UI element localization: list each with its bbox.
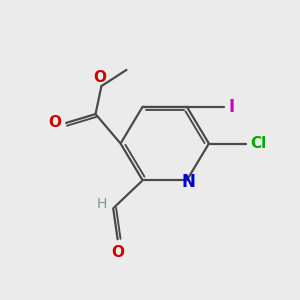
Text: O: O: [93, 70, 106, 85]
Text: O: O: [111, 245, 124, 260]
Text: Cl: Cl: [251, 136, 267, 151]
Text: I: I: [228, 98, 234, 116]
Text: H: H: [97, 197, 107, 211]
Text: N: N: [181, 173, 195, 191]
Text: O: O: [49, 116, 62, 130]
